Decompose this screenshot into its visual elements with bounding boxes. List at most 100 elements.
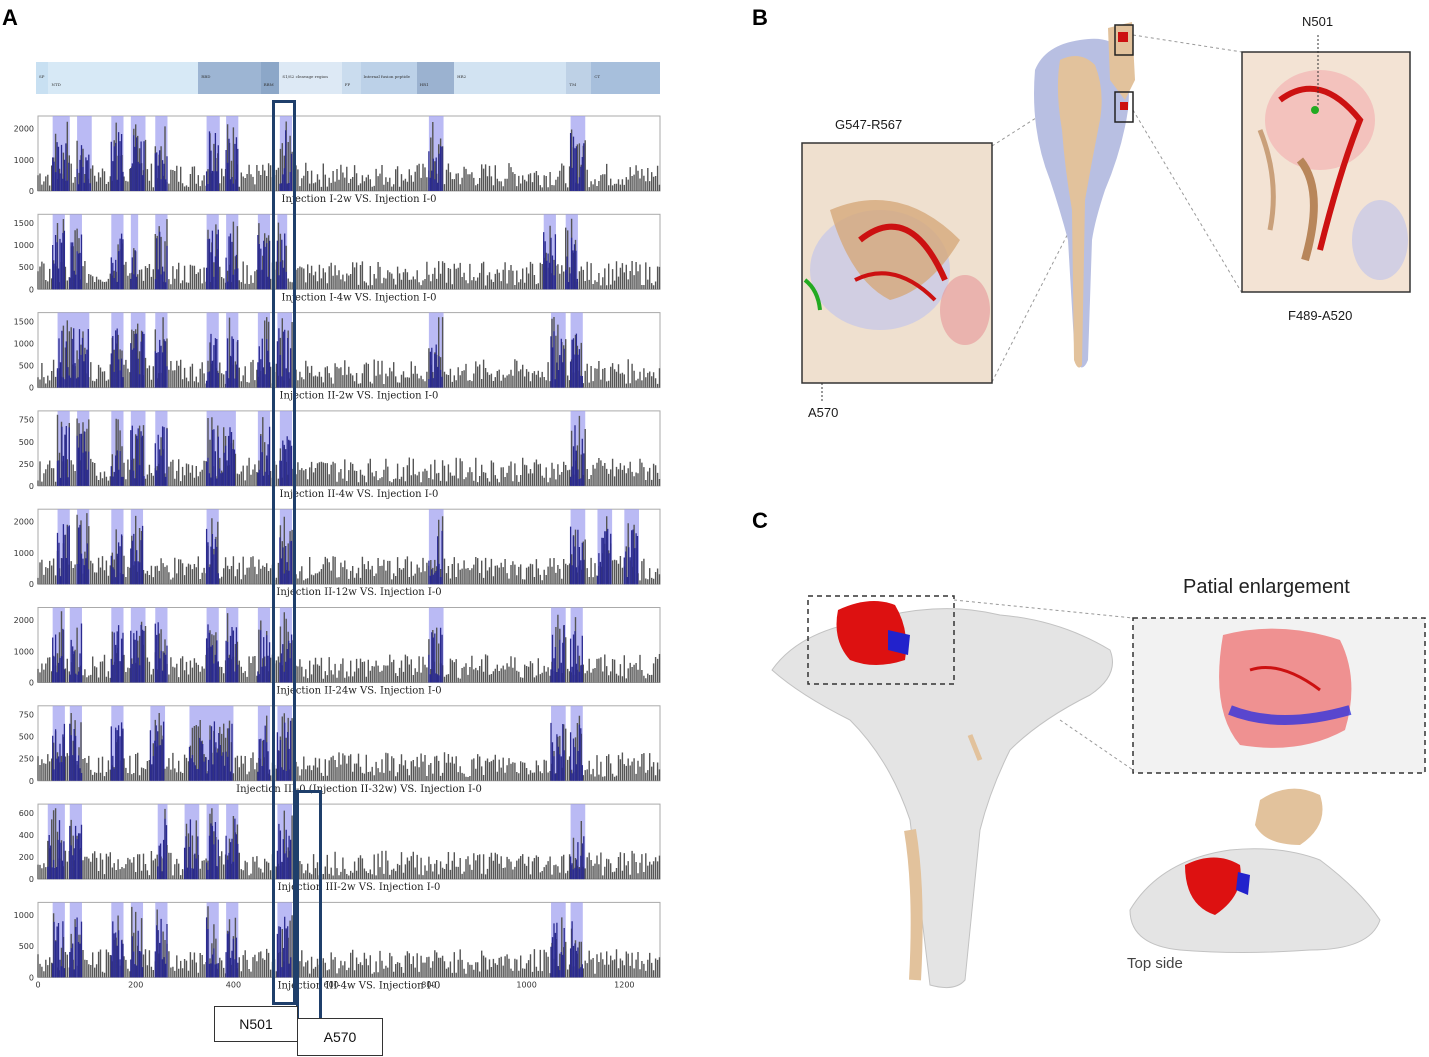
domain-bar: SP NTD RBD RBM S1/S2 cleavage region FP Intern… <box>36 62 660 94</box>
y-tick-label: 0 <box>29 679 34 688</box>
y-tick-label: 750 <box>19 711 34 720</box>
domain-segment: S1/S2 cleavage region <box>279 62 342 94</box>
panel-letter-a: A <box>2 5 18 30</box>
y-tick-label: 0 <box>29 482 34 491</box>
highlighted-coverage-bars <box>52 622 583 683</box>
coverage-bars <box>37 414 661 486</box>
coverage-bars <box>37 121 661 191</box>
y-tick-label: 500 <box>19 263 34 272</box>
x-tick-label: 1000 <box>516 980 536 989</box>
a570-highlight-box <box>296 790 322 1022</box>
coverage-bars <box>37 906 661 978</box>
highlighted-coverage-bars <box>52 130 585 191</box>
label-g547-r567: G547-R567 <box>835 117 903 132</box>
highlighted-coverage-bars <box>56 328 583 388</box>
structure-panel-b <box>801 22 1411 402</box>
y-tick-label: 0 <box>29 384 34 393</box>
structure-panel-c <box>771 595 1426 989</box>
coverage-bars <box>37 513 661 585</box>
top-side-label: Top side <box>1127 955 1183 972</box>
y-tick-label: 0 <box>29 777 34 786</box>
domain-segment: CT <box>591 62 660 94</box>
track-title: Injection III-4w VS. Injection I-0 <box>278 980 441 991</box>
coverage-track: 0 1000 2000 Injection I-2w VS. Injection I-… <box>14 115 661 205</box>
y-tick-label: 1500 <box>14 219 34 228</box>
coverage-bars <box>37 317 661 388</box>
x-tick-label: 1200 <box>614 980 634 989</box>
y-tick-label: 500 <box>19 733 34 742</box>
x-tick-label: 200 <box>128 980 143 989</box>
label-a570: A570 <box>808 405 839 420</box>
y-tick-label: 0 <box>29 285 34 294</box>
highlight-region <box>157 804 168 880</box>
label-n501: N501 <box>1302 14 1334 29</box>
domain-segment: Internal fusion peptide <box>360 62 417 94</box>
a570-box-label: A570 <box>297 1018 383 1056</box>
highlighted-coverage-bars <box>52 916 583 978</box>
coverage-track: 0 250 500 750 Injection III-0 (Injection II-… <box>19 705 661 795</box>
track-title: Injection II-12w VS. Injection I-0 <box>276 587 441 598</box>
y-tick-label: 1000 <box>14 339 34 348</box>
domain-segment: SP <box>36 62 49 94</box>
y-tick-label: 600 <box>19 809 34 818</box>
n501-highlight-box <box>272 100 296 1005</box>
domain-segment: HR1 <box>416 62 455 94</box>
track-title: Injection I-4w VS. Injection I-0 <box>282 292 437 303</box>
highlighted-coverage-bars <box>52 720 583 781</box>
x-tick-label: 0 <box>35 980 40 989</box>
y-tick-label: 250 <box>19 755 34 764</box>
highlight-region <box>428 509 444 585</box>
y-tick-label: 1000 <box>14 647 34 656</box>
domain-segment: FP <box>341 62 361 94</box>
y-tick-label: 1000 <box>14 241 34 250</box>
y-tick-label: 2000 <box>14 518 34 527</box>
enlargement-title: Patial enlargement <box>1183 576 1350 598</box>
domain-segment: TM <box>566 62 592 94</box>
y-tick-label: 400 <box>19 831 34 840</box>
panel-letter-c: C <box>752 508 768 533</box>
track-title: Injection II-24w VS. Injection I-0 <box>276 686 441 697</box>
spike-top-view <box>1129 788 1381 953</box>
coverage-bars <box>37 218 661 290</box>
x-tick-label: 800 <box>421 980 436 989</box>
track-title: Injection II-4w VS. Injection I-0 <box>280 489 439 500</box>
y-tick-label: 1000 <box>14 549 34 558</box>
domain-segment: RBD <box>198 62 261 94</box>
coverage-track: 0 250 500 750 Injection II-4w VS. Injection … <box>19 410 661 500</box>
y-tick-label: 250 <box>19 460 34 469</box>
x-tick-label: 600 <box>324 980 339 989</box>
y-tick-label: 0 <box>29 187 34 196</box>
track-title: Injection III-0 (Injection II-32w) VS. I… <box>236 784 482 795</box>
spike-surface-side-view <box>771 601 1113 989</box>
coverage-track: 0 500 1000 Injection III-4w VS. Injection I… <box>14 901 661 991</box>
coverage-bars <box>37 808 661 880</box>
y-tick-label: 1000 <box>14 911 34 920</box>
y-tick-label: 0 <box>29 875 34 884</box>
label-f489-a520: F489-A520 <box>1288 308 1353 323</box>
coverage-bars <box>37 611 661 683</box>
y-tick-label: 0 <box>29 973 34 982</box>
y-tick-label: 500 <box>19 362 34 371</box>
y-tick-label: 2000 <box>14 125 34 134</box>
x-tick-label: 400 <box>226 980 241 989</box>
coverage-track: 0 1000 2000 Injection II-24w VS. Injection … <box>14 607 661 697</box>
coverage-track: 0 500 1000 1500 Injection I-4w VS. Injection… <box>14 213 661 303</box>
n501-box-label: N501 <box>214 1006 298 1042</box>
highlighted-coverage-bars <box>52 229 579 290</box>
y-tick-label: 1000 <box>14 156 34 165</box>
y-tick-label: 1500 <box>14 317 34 326</box>
track-title: Injection I-2w VS. Injection I-0 <box>282 194 437 205</box>
track-title: Injection II-2w VS. Injection I-0 <box>280 391 439 402</box>
coverage-bars <box>37 713 661 781</box>
y-tick-label: 200 <box>19 853 34 862</box>
spike-protein-surface <box>1034 22 1135 368</box>
coverage-track: 0 1000 2000 Injection II-12w VS. Injection … <box>14 508 661 598</box>
panel-letter-b: B <box>752 5 768 30</box>
coverage-track: 0 500 1000 1500 Injection II-2w VS. Injectio… <box>14 312 661 402</box>
highlighted-coverage-bars <box>47 818 585 880</box>
highlighted-coverage-bars <box>56 524 639 585</box>
y-tick-label: 2000 <box>14 616 34 625</box>
highlighted-coverage-bars <box>56 425 585 486</box>
track-title: Injection III-2w VS. Injection I-0 <box>278 882 441 893</box>
